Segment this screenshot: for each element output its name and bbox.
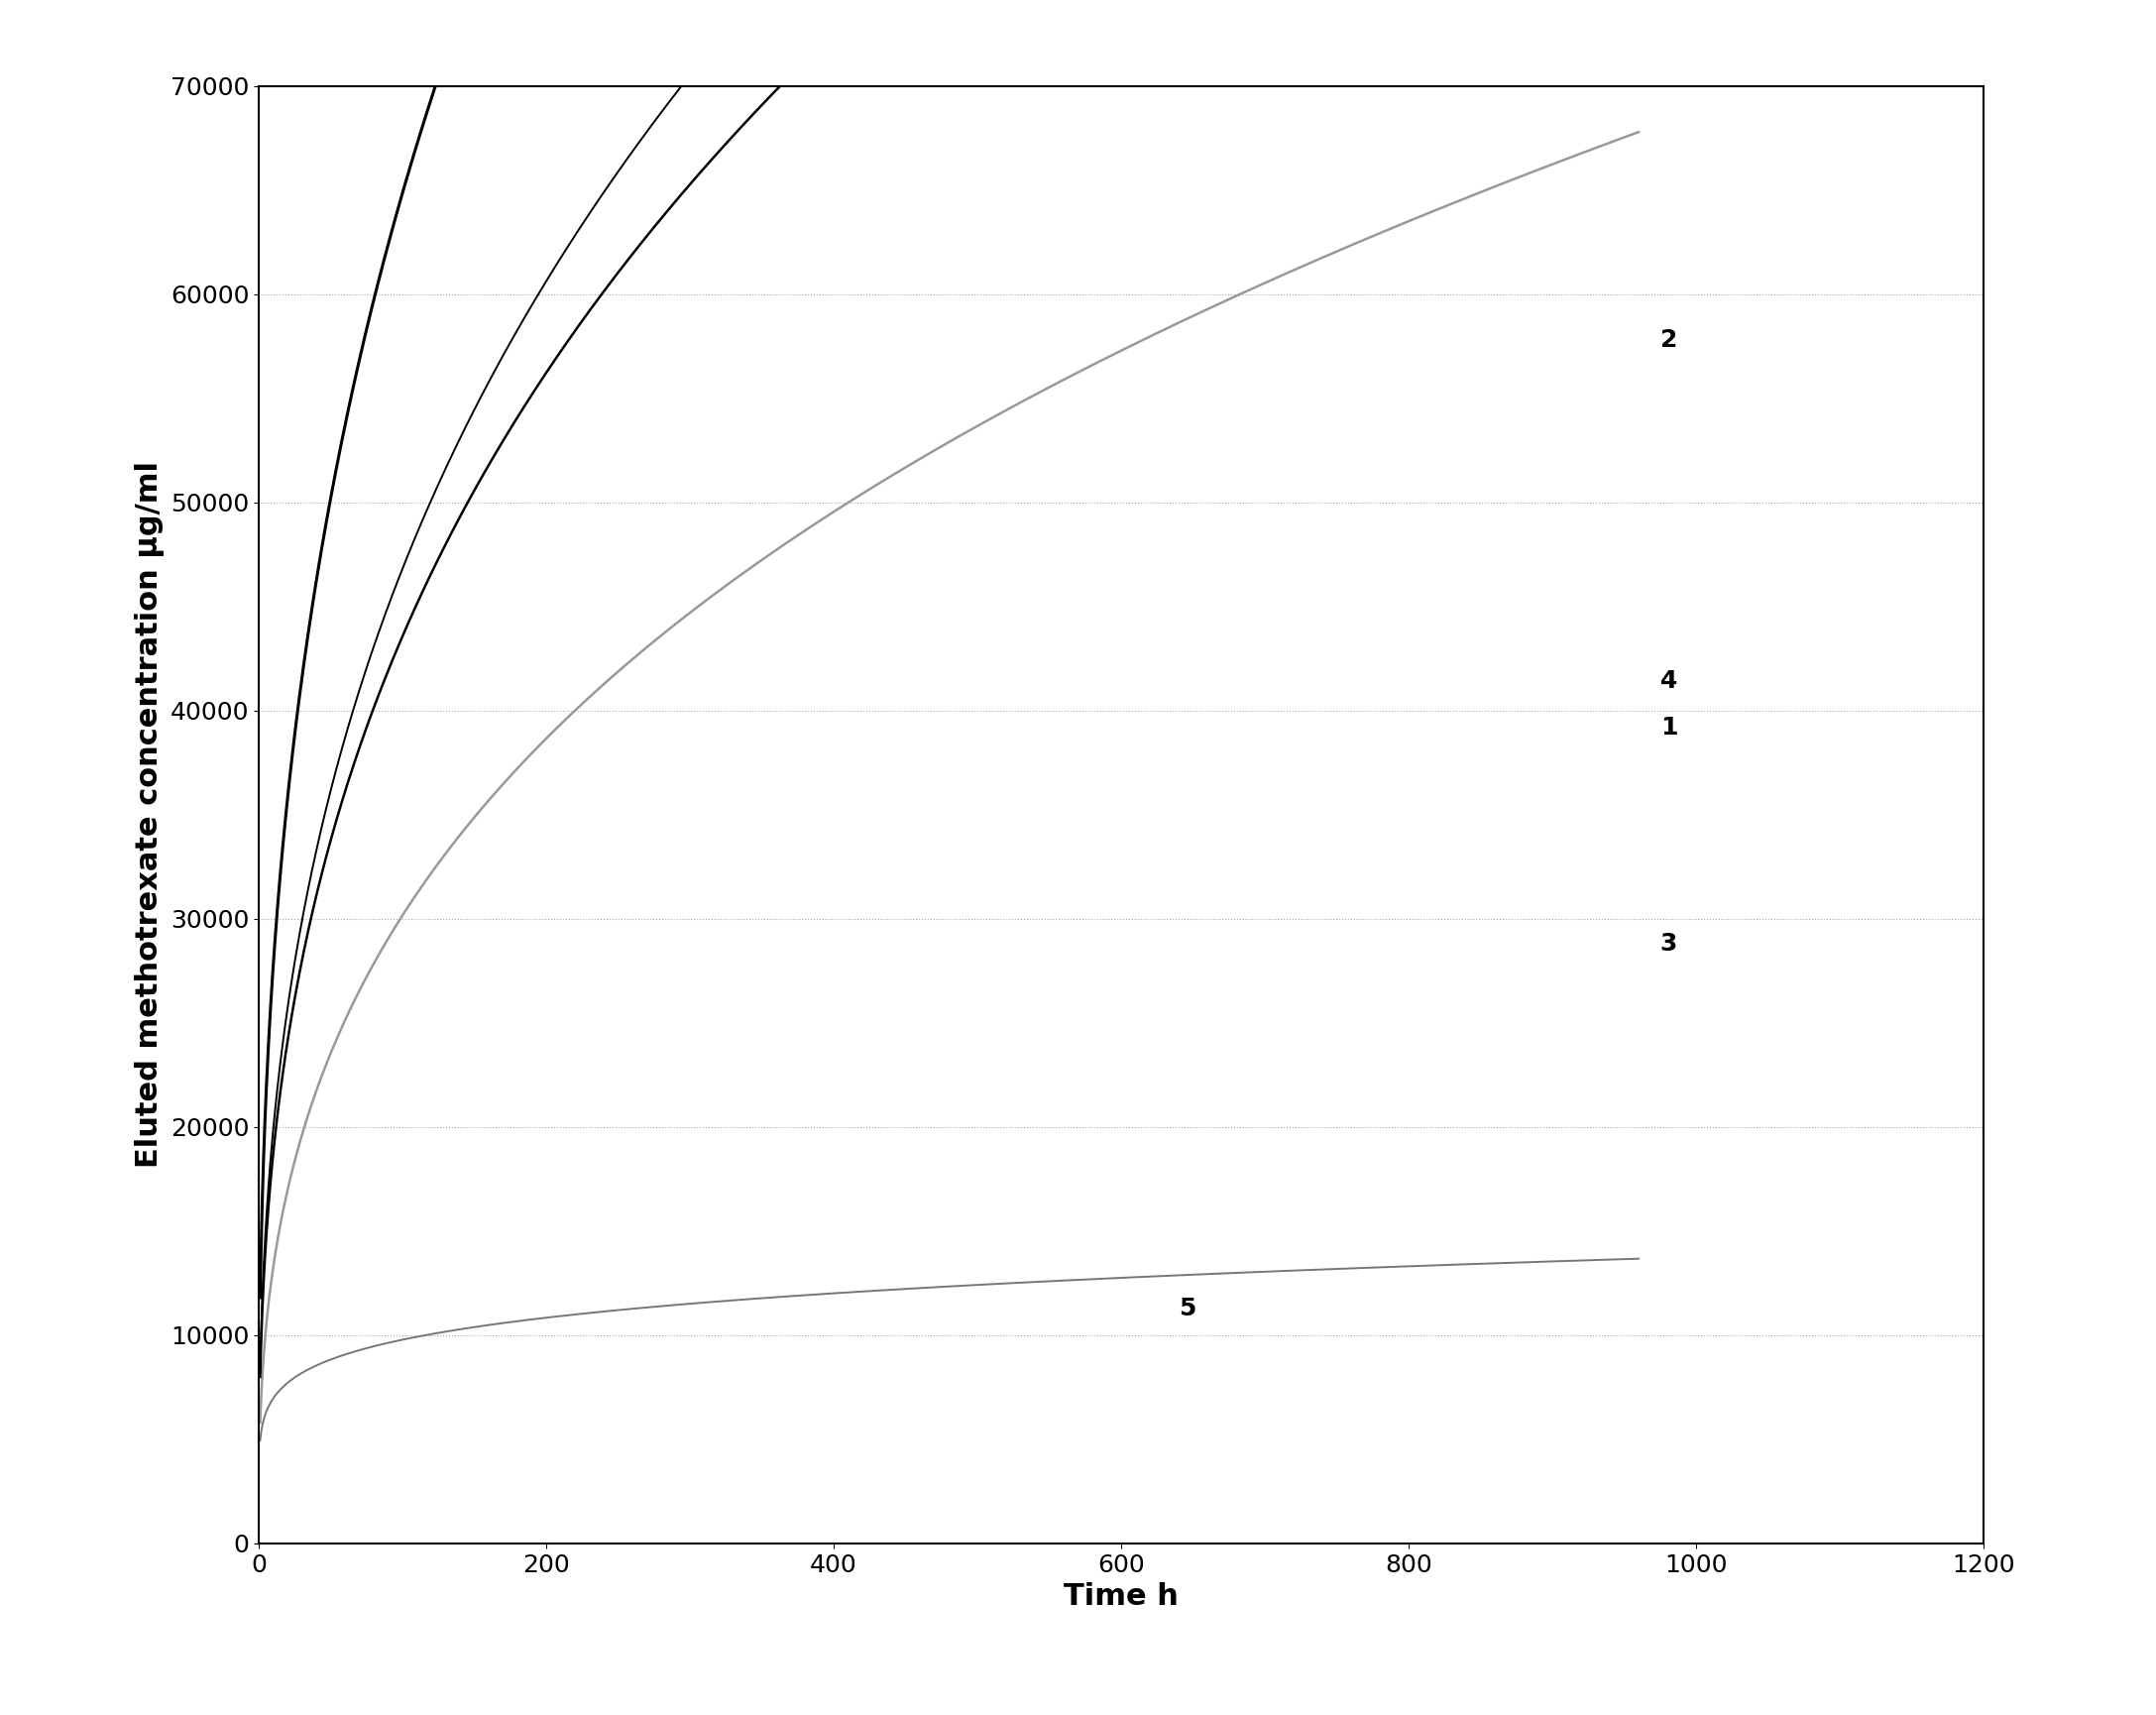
X-axis label: Time h: Time h	[1063, 1583, 1179, 1610]
Text: 4: 4	[1660, 669, 1677, 693]
Y-axis label: Eluted methotrexate concentration μg/ml: Eluted methotrexate concentration μg/ml	[136, 461, 164, 1168]
Text: 5: 5	[1179, 1297, 1197, 1321]
Text: 2: 2	[1660, 328, 1677, 352]
Text: 1: 1	[1660, 715, 1677, 739]
Text: 3: 3	[1660, 931, 1677, 955]
